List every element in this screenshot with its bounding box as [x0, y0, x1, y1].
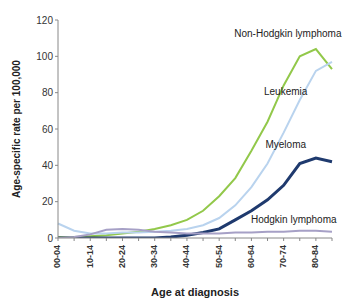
svg-text:80-84: 80-84 [310, 245, 320, 268]
svg-text:120: 120 [36, 15, 53, 26]
svg-text:Age-specific rate per 100,000: Age-specific rate per 100,000 [11, 60, 22, 198]
svg-text:20: 20 [42, 196, 54, 207]
svg-text:80: 80 [42, 87, 54, 98]
svg-text:Age at diagnosis: Age at diagnosis [151, 286, 239, 298]
svg-text:10-14: 10-14 [85, 245, 95, 268]
svg-text:00-04: 00-04 [52, 245, 62, 268]
svg-text:70-74: 70-74 [278, 245, 288, 268]
svg-text:Leukemia: Leukemia [264, 86, 308, 97]
svg-text:30-34: 30-34 [149, 245, 159, 268]
svg-text:Non-Hodgkin lymphoma: Non-Hodgkin lymphoma [234, 28, 342, 39]
svg-text:50-54: 50-54 [214, 245, 224, 268]
svg-text:100: 100 [36, 51, 53, 62]
svg-text:60-64: 60-64 [246, 245, 256, 268]
svg-text:40: 40 [42, 160, 54, 171]
svg-text:60: 60 [42, 124, 54, 135]
svg-text:Myeloma: Myeloma [265, 139, 306, 150]
svg-text:20-24: 20-24 [117, 245, 127, 268]
svg-text:Hodgkin lymphoma: Hodgkin lymphoma [251, 214, 337, 225]
svg-text:0: 0 [47, 233, 53, 244]
svg-text:40-44: 40-44 [181, 245, 191, 268]
